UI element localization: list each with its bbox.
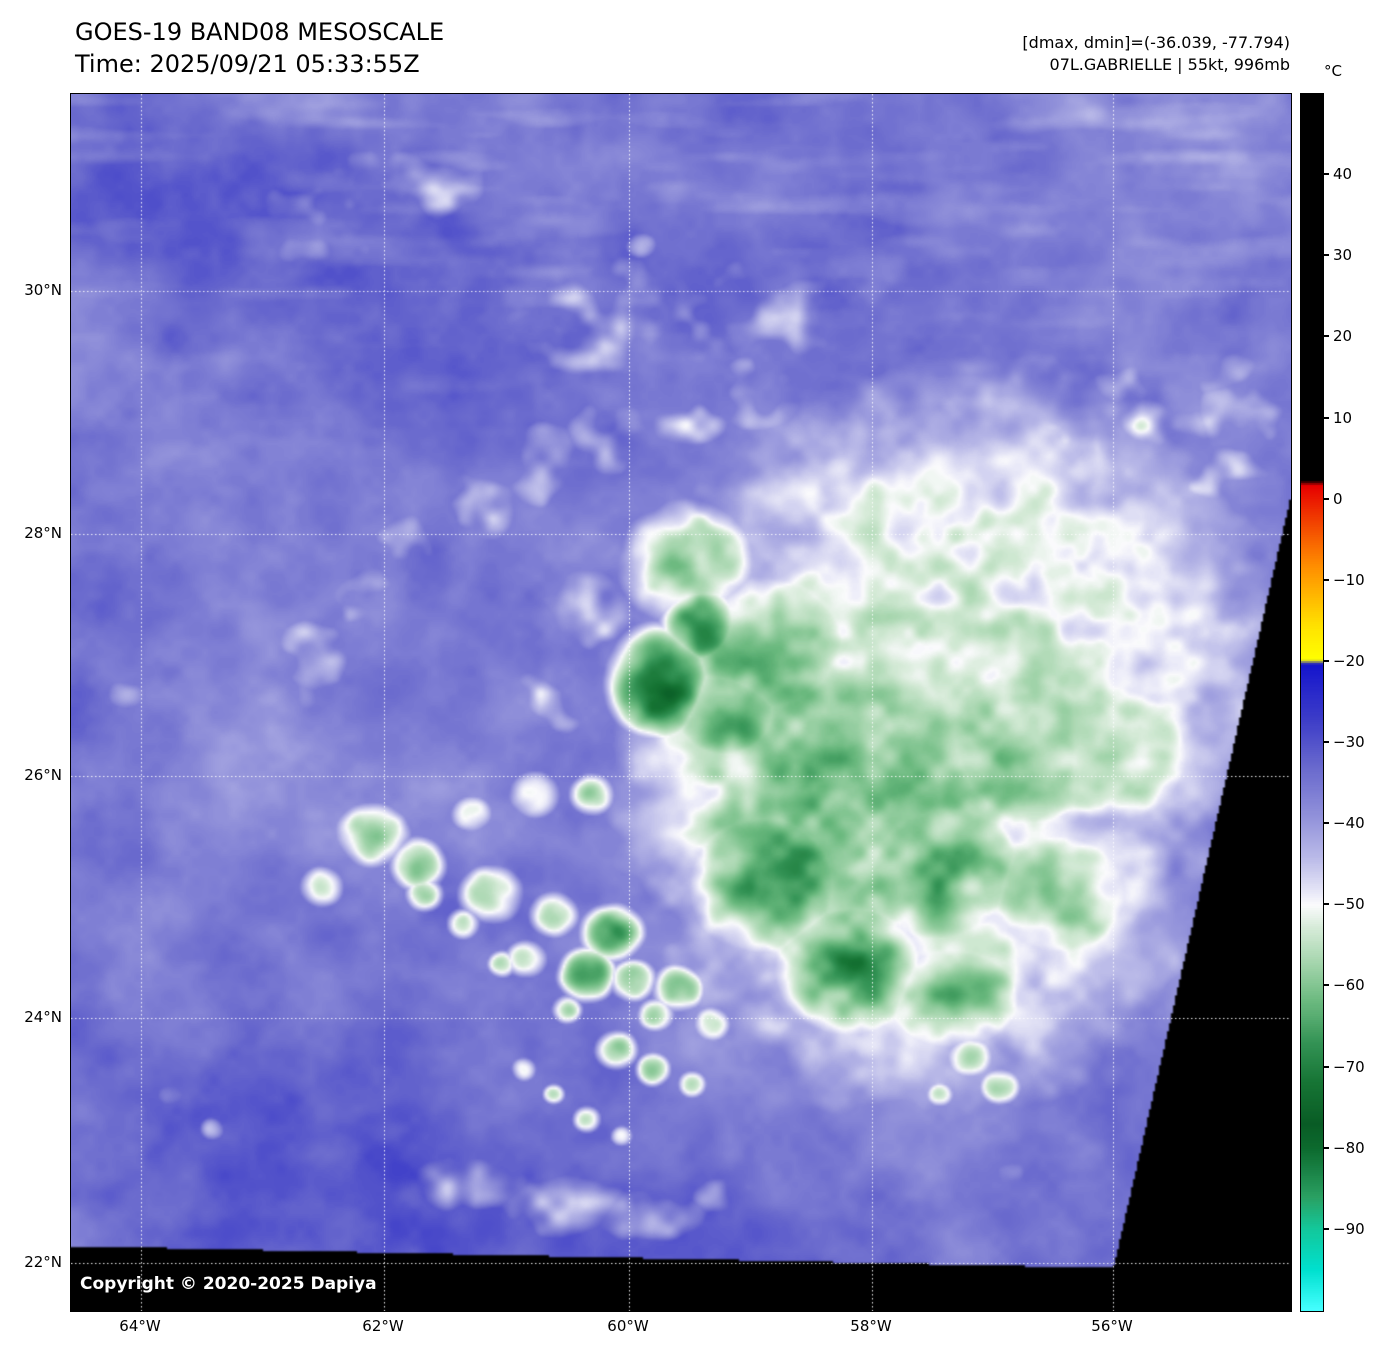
colorbar-tick-label: 40: [1333, 165, 1353, 184]
lon-tick-label: 62°W: [362, 1317, 404, 1335]
colorbar-tick-label: −90: [1333, 1219, 1365, 1238]
colorbar-tick-mark: [1324, 578, 1329, 581]
colorbar-tick-mark: [1324, 335, 1329, 338]
lat-tick-label: 24°N: [24, 1008, 62, 1026]
colorbar-tick-mark: [1324, 984, 1329, 987]
lon-tick-label: 58°W: [850, 1317, 892, 1335]
product-time: Time: 2025/09/21 05:33:55Z: [75, 50, 420, 78]
satellite-image: [70, 93, 1292, 1312]
colorbar-tick-mark: [1324, 254, 1329, 257]
colorbar-tick-mark: [1324, 741, 1329, 744]
colorbar-tick-label: −70: [1333, 1057, 1365, 1076]
lat-tick-label: 30°N: [24, 281, 62, 299]
dmax-dmin-readout: [dmax, dmin]=(-36.039, -77.794): [1022, 33, 1290, 52]
colorbar-tick-label: 10: [1333, 408, 1353, 427]
lon-tick-label: 56°W: [1091, 1317, 1133, 1335]
lon-tick-label: 64°W: [119, 1317, 161, 1335]
colorbar-tick-mark: [1324, 1227, 1329, 1230]
colorbar-tick-label: −50: [1333, 895, 1365, 914]
colorbar-tick-label: 20: [1333, 327, 1353, 346]
colorbar-tick-label: −40: [1333, 814, 1365, 833]
colorbar-tick-mark: [1324, 497, 1329, 500]
lat-tick-label: 22°N: [24, 1253, 62, 1271]
colorbar-tick-mark: [1324, 1146, 1329, 1149]
colorbar-tick-mark: [1324, 416, 1329, 419]
copyright-text: Copyright © 2020-2025 Dapiya: [80, 1274, 377, 1294]
colorbar-tick-label: −10: [1333, 570, 1365, 589]
colorbar-tick-label: 0: [1333, 489, 1343, 508]
colorbar-unit-label: °C: [1324, 62, 1342, 80]
colorbar-tick-label: −30: [1333, 733, 1365, 752]
lat-tick-label: 28°N: [24, 524, 62, 542]
colorbar-tick-mark: [1324, 903, 1329, 906]
colorbar-tick-label: −60: [1333, 976, 1365, 995]
colorbar-tick-label: −80: [1333, 1138, 1365, 1157]
colorbar-tick-mark: [1324, 1065, 1329, 1068]
colorbar-tick-mark: [1324, 822, 1329, 825]
lat-tick-label: 26°N: [24, 766, 62, 784]
colorbar-tick-mark: [1324, 659, 1329, 662]
colorbar: [1300, 93, 1324, 1312]
lon-tick-label: 60°W: [607, 1317, 649, 1335]
header-right: [dmax, dmin]=(-36.039, -77.794) 07L.GABR…: [1022, 32, 1290, 76]
colorbar-tick-label: −20: [1333, 651, 1365, 670]
colorbar-tick-mark: [1324, 173, 1329, 176]
storm-info: 07L.GABRIELLE | 55kt, 996mb: [1049, 55, 1290, 74]
product-title: GOES-19 BAND08 MESOSCALE: [75, 18, 445, 46]
colorbar-tick-label: 30: [1333, 246, 1353, 265]
